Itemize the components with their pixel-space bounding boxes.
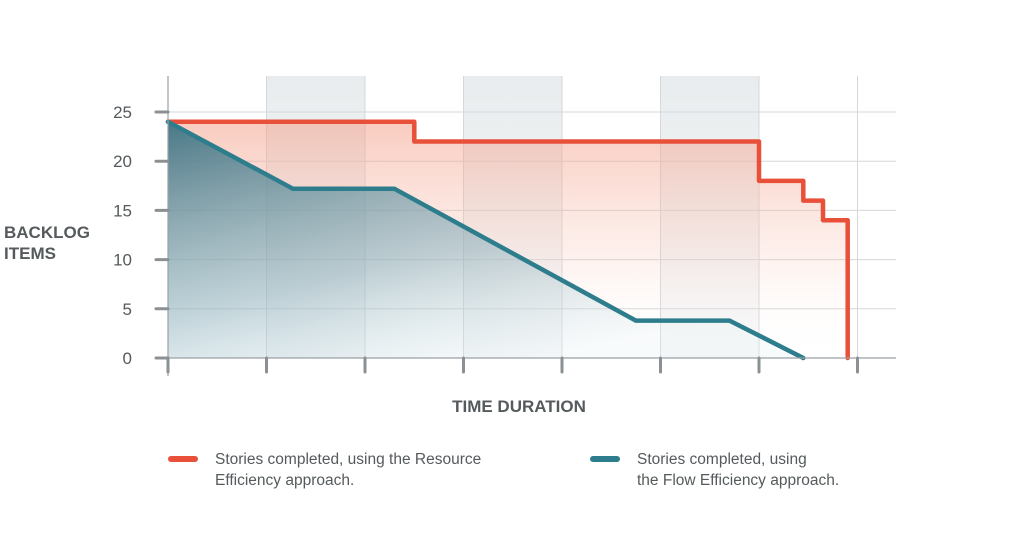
legend-text: Stories completed, using the Resource Ef… [215, 449, 481, 491]
legend-line: the Flow Efficiency approach. [637, 472, 840, 489]
legend-swatch-teal [590, 456, 620, 462]
y-tick-label: 0 [123, 349, 132, 368]
legend-line: Stories completed, using the Resource [215, 451, 482, 468]
y-tick-label: 25 [113, 103, 132, 122]
legend-text: Stories completed, using the Flow Effici… [637, 449, 839, 491]
y-axis-label-line-1: BACKLOG [4, 223, 90, 242]
flow-efficiency-line [165, 119, 806, 361]
y-tick-label: 15 [113, 201, 132, 220]
legend-item-flow-efficiency: Stories completed, using the Flow Effici… [590, 449, 910, 497]
legend-swatch-red [168, 456, 198, 462]
y-axis-label: BACKLOG ITEMS [4, 222, 124, 264]
x-axis-label: TIME DURATION [452, 397, 586, 416]
legend-line: Efficiency approach. [215, 472, 355, 489]
y-axis-label-line-2: ITEMS [4, 244, 56, 263]
legend-item-resource-efficiency: Stories completed, using the Resource Ef… [168, 449, 528, 497]
y-tick-label: 20 [113, 152, 132, 171]
y-tick-label: 5 [123, 300, 132, 319]
y-tick-label: 10 [113, 251, 132, 270]
legend-line: Stories completed, using [637, 451, 807, 468]
resource-efficiency-line [165, 119, 850, 361]
